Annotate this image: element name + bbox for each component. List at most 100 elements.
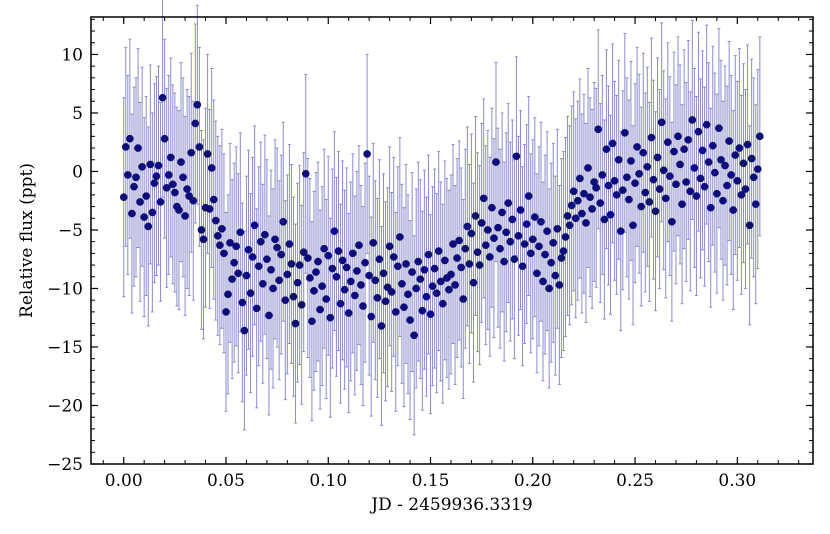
data-point — [737, 191, 746, 199]
data-point — [428, 282, 437, 290]
data-point — [375, 255, 384, 264]
data-point — [371, 276, 380, 285]
data-point — [618, 186, 627, 194]
data-point — [150, 179, 159, 187]
data-point — [291, 319, 300, 328]
data-point — [391, 308, 400, 316]
data-point — [389, 253, 398, 261]
data-point — [602, 145, 611, 154]
data-point-layer — [119, 93, 764, 340]
x-tick-label: 0.30 — [718, 471, 756, 491]
data-point — [132, 173, 140, 182]
data-point — [627, 157, 635, 165]
data-point — [594, 125, 603, 134]
data-point — [561, 233, 570, 241]
data-point — [473, 248, 482, 257]
data-point — [608, 139, 617, 148]
data-point — [387, 288, 396, 296]
data-point — [745, 221, 754, 230]
data-point — [479, 194, 488, 203]
data-point — [312, 268, 320, 276]
data-point — [138, 162, 146, 171]
data-point — [567, 201, 576, 210]
data-point — [733, 177, 742, 185]
data-point — [670, 147, 678, 156]
data-point — [334, 247, 343, 255]
data-point — [306, 274, 314, 282]
data-point — [590, 178, 598, 186]
data-point — [516, 206, 525, 214]
data-point — [236, 228, 245, 237]
data-point — [314, 257, 322, 266]
data-point — [488, 203, 496, 212]
data-point — [492, 158, 500, 166]
data-point — [351, 291, 359, 300]
data-point — [412, 284, 421, 293]
data-point — [426, 310, 435, 319]
data-point — [252, 304, 261, 313]
data-point — [181, 212, 189, 220]
data-point — [571, 214, 580, 223]
data-point — [195, 143, 204, 151]
data-point — [539, 277, 547, 286]
data-point — [240, 326, 249, 335]
data-point — [222, 308, 230, 316]
data-point — [543, 227, 551, 235]
data-point — [246, 289, 255, 297]
data-point — [154, 161, 163, 170]
data-point — [723, 181, 731, 190]
data-point — [684, 136, 693, 144]
data-point — [234, 269, 243, 278]
data-point — [445, 285, 453, 294]
data-point — [471, 212, 480, 220]
data-point — [408, 268, 416, 276]
data-point — [126, 134, 134, 143]
data-point — [338, 256, 347, 265]
data-point — [635, 170, 643, 178]
data-point — [702, 120, 711, 129]
data-point — [596, 199, 605, 207]
data-point — [518, 262, 527, 271]
data-point — [600, 215, 609, 224]
data-point — [136, 198, 144, 206]
data-point — [422, 292, 431, 301]
x-axis-ticks: 0.00 0.05 0.10 0.15 0.20 0.25 0.30 — [102, 17, 800, 491]
data-point — [686, 187, 695, 196]
data-point — [612, 191, 621, 199]
data-point — [481, 241, 490, 249]
data-point — [551, 271, 560, 280]
data-point — [273, 243, 281, 252]
data-point — [289, 292, 298, 301]
data-point — [682, 178, 690, 186]
y-tick-label: 0 — [72, 162, 83, 182]
data-point — [144, 222, 153, 231]
data-point — [287, 260, 296, 268]
data-point — [293, 278, 302, 287]
data-point — [295, 261, 304, 269]
x-tick-label: 0.05 — [207, 471, 245, 491]
data-point — [267, 265, 275, 274]
data-point — [304, 254, 312, 262]
data-point — [477, 219, 486, 227]
data-point — [514, 232, 523, 240]
data-point — [610, 177, 619, 185]
data-point — [418, 306, 427, 315]
data-point — [576, 174, 584, 183]
data-point — [166, 153, 175, 162]
data-point — [541, 250, 549, 259]
data-point — [220, 249, 228, 258]
data-point — [406, 316, 414, 324]
data-point — [520, 240, 529, 248]
data-point — [563, 212, 572, 220]
data-point — [528, 235, 537, 244]
data-point — [299, 248, 308, 257]
y-axis-title: Relative flux (ppt) — [17, 163, 37, 318]
data-point — [148, 208, 157, 217]
x-tick-label: 0.10 — [309, 471, 347, 491]
data-point — [547, 258, 555, 267]
data-point — [310, 287, 318, 295]
data-point — [357, 281, 365, 289]
data-point — [436, 277, 445, 286]
data-point — [486, 253, 494, 261]
